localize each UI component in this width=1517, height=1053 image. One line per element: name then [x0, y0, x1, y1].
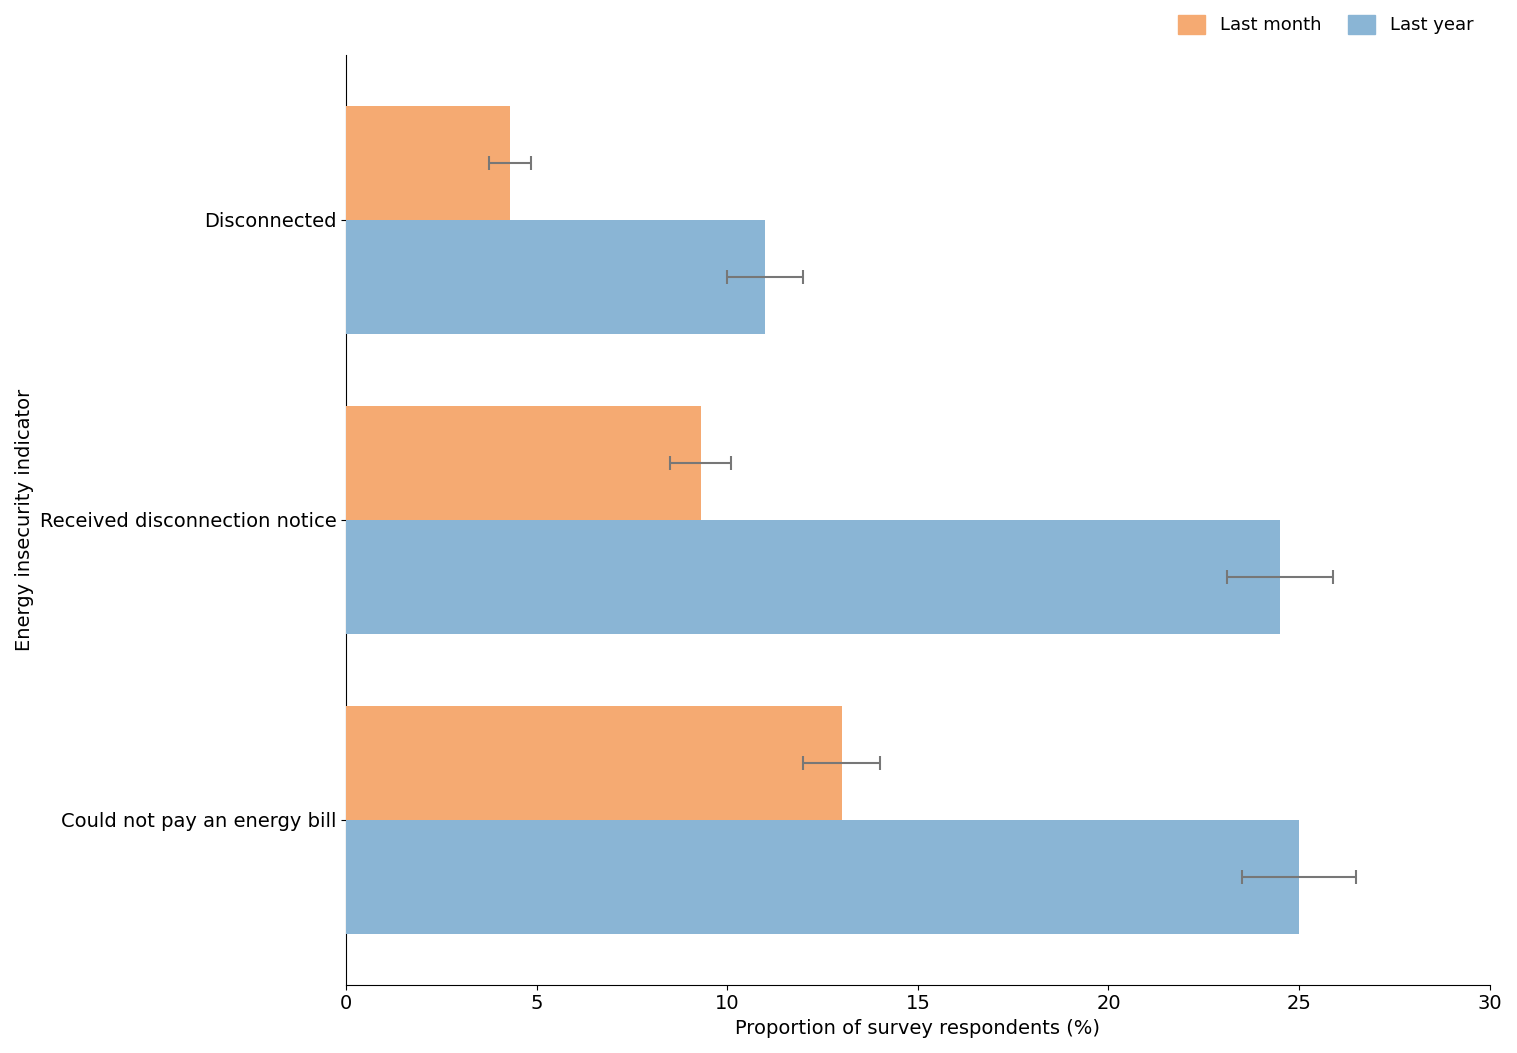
- Bar: [346, 706, 842, 819]
- X-axis label: Proportion of survey respondents (%): Proportion of survey respondents (%): [736, 1019, 1100, 1038]
- Bar: [346, 819, 1299, 934]
- Bar: [346, 105, 510, 220]
- Bar: [346, 220, 766, 334]
- Bar: [346, 520, 1280, 634]
- Y-axis label: Energy insecurity indicator: Energy insecurity indicator: [15, 389, 33, 651]
- Legend: Last month, Last year: Last month, Last year: [1171, 7, 1481, 42]
- Bar: [346, 405, 701, 520]
